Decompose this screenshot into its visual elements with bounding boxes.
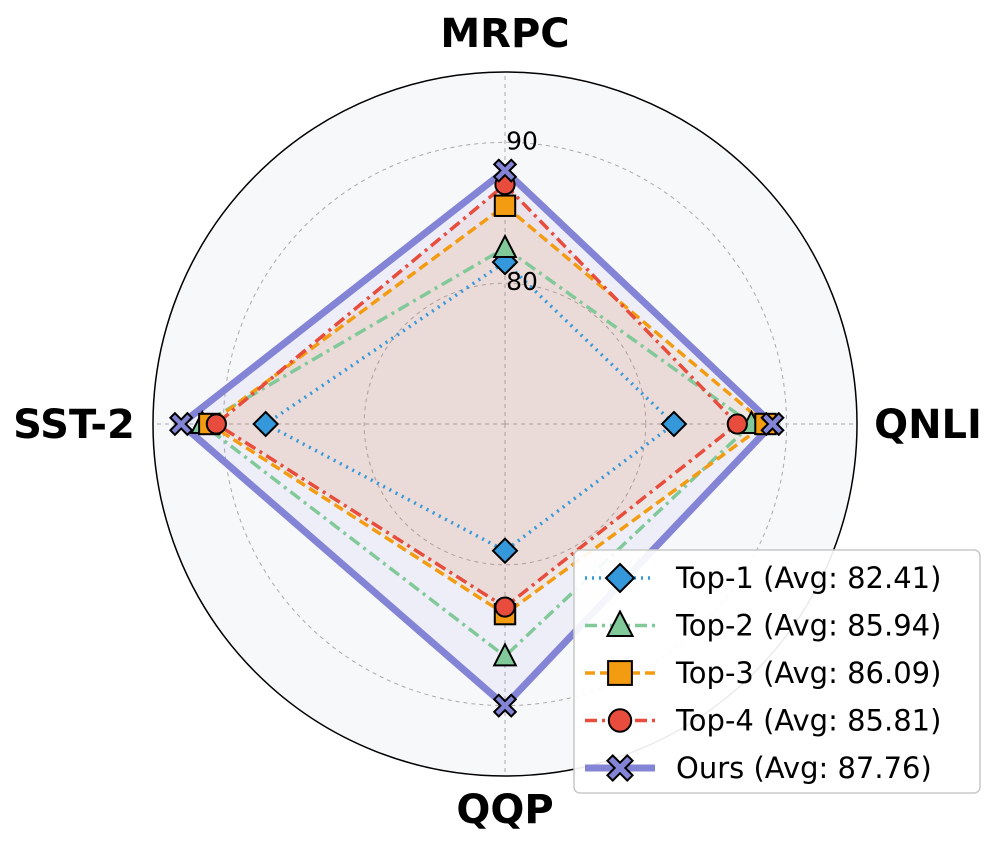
series-2-point-qqp (492, 642, 518, 667)
legend-marker-1 (604, 562, 636, 594)
series-4-area (216, 184, 738, 608)
legend-marker-5 (605, 753, 635, 783)
series-3-point-mrpc (493, 194, 517, 217)
legend-box (573, 549, 981, 794)
legend-marker-3 (607, 660, 633, 686)
series-1-point-qqp (491, 537, 519, 565)
axis-labels: MRPC QNLI QQP SST-2 (13, 11, 982, 833)
series-4-point-qqp (494, 596, 516, 618)
axis-label-qnli: QNLI (874, 402, 982, 448)
tick-label-90: 90 (506, 126, 538, 155)
series-1-point-qnli (660, 410, 688, 438)
legend-marker-2 (605, 609, 635, 637)
legend-label-5: Ours (Avg: 87.76) (676, 751, 932, 785)
series-4-point-qnli (726, 413, 748, 435)
axis-label-mrpc: MRPC (440, 11, 569, 57)
grid-circle-80 (363, 282, 647, 566)
series-5-point-mrpc (492, 158, 518, 183)
radial-tick-labels: 80 90 (506, 126, 538, 296)
legend: Top-1 (Avg: 82.41) Top-2 (Avg: 85.94) Top-… (573, 549, 981, 794)
legend-label-3: Top-3 (Avg: 86.09) (675, 656, 941, 690)
axis-label-qqp: QQP (456, 787, 553, 833)
series-5-point-qqp (492, 693, 518, 718)
legend-label-4: Top-4 (Avg: 85.81) (675, 704, 941, 738)
series-1-line (262, 259, 677, 553)
series-2-line (199, 245, 755, 659)
series-2-point-mrpc (492, 233, 518, 258)
series-5-point-sst-2 (168, 411, 194, 437)
series-1-point-mrpc (491, 248, 519, 276)
series-1-point-sst-2 (252, 410, 280, 438)
series-4-point-sst-2 (205, 413, 227, 435)
axis-label-sst-2: SST-2 (13, 402, 135, 448)
tick-label-80: 80 (506, 267, 538, 296)
legend-label-1: Top-1 (Avg: 82.41) (675, 561, 941, 595)
series-5-point-qnli (760, 411, 785, 437)
series-markers (168, 158, 785, 718)
legend-marker-4 (607, 708, 633, 733)
legend-label-2: Top-2 (Avg: 85.94) (675, 609, 941, 643)
